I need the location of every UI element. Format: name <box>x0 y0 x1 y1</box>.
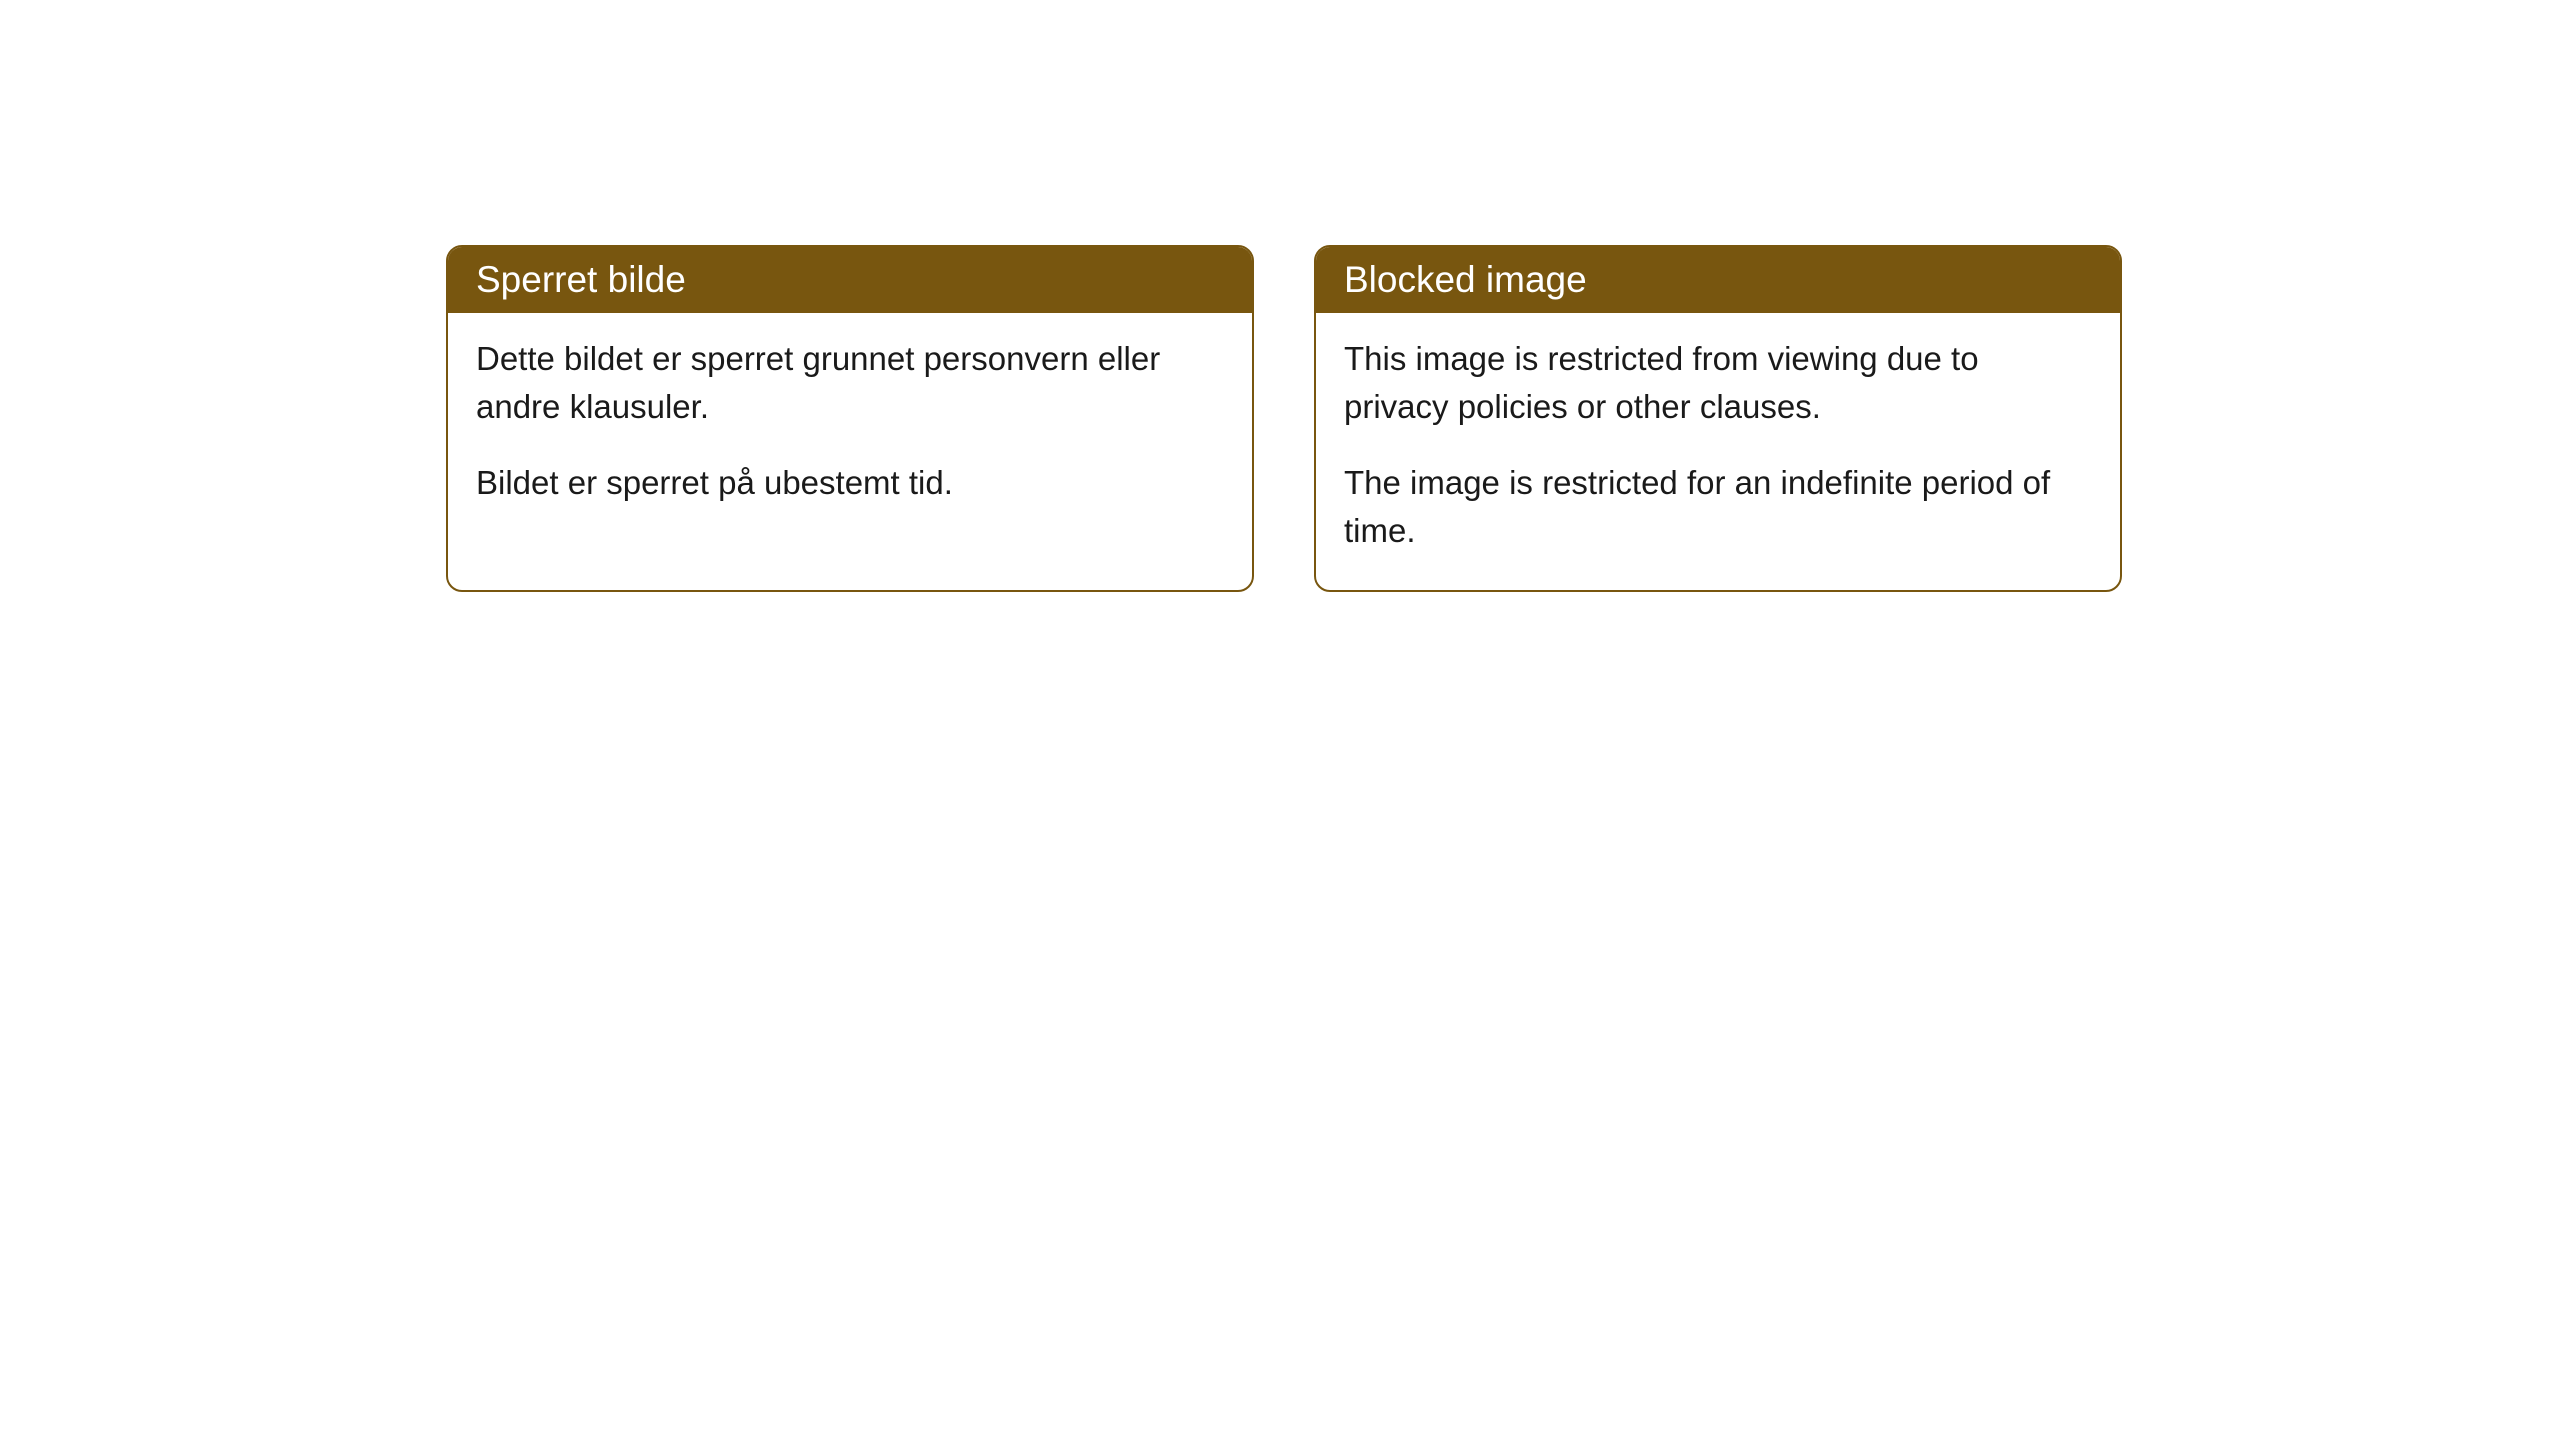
notice-paragraph: The image is restricted for an indefinit… <box>1344 459 2092 555</box>
notice-paragraph: Bildet er sperret på ubestemt tid. <box>476 459 1224 507</box>
notice-card-english: Blocked image This image is restricted f… <box>1314 245 2122 592</box>
notice-title-english: Blocked image <box>1344 259 1587 300</box>
notice-paragraph: This image is restricted from viewing du… <box>1344 335 2092 431</box>
notice-title-norwegian: Sperret bilde <box>476 259 686 300</box>
notice-header-norwegian: Sperret bilde <box>448 247 1252 313</box>
notice-paragraph: Dette bildet er sperret grunnet personve… <box>476 335 1224 431</box>
notice-body-norwegian: Dette bildet er sperret grunnet personve… <box>448 313 1252 543</box>
notice-container: Sperret bilde Dette bildet er sperret gr… <box>446 245 2122 592</box>
notice-header-english: Blocked image <box>1316 247 2120 313</box>
notice-card-norwegian: Sperret bilde Dette bildet er sperret gr… <box>446 245 1254 592</box>
notice-body-english: This image is restricted from viewing du… <box>1316 313 2120 590</box>
